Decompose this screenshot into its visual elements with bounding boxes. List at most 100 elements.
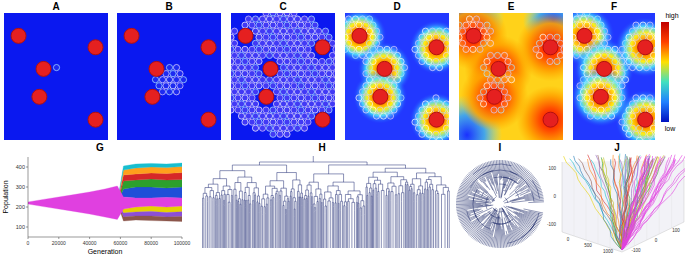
branch <box>358 197 359 203</box>
offspring-cell <box>284 119 290 125</box>
grid <box>586 166 587 240</box>
panel-label: I <box>499 142 502 153</box>
offspring-cell <box>601 77 607 83</box>
leaf <box>342 205 343 248</box>
offspring-cell <box>263 13 269 16</box>
offspring-cell <box>329 89 335 95</box>
branch <box>217 199 218 206</box>
offspring-cell <box>615 77 621 83</box>
offspring-cell <box>633 34 639 40</box>
branch <box>445 185 446 187</box>
offspring-cell <box>256 58 262 64</box>
offspring-cell <box>308 64 314 70</box>
branch <box>220 198 221 203</box>
offspring-cell <box>633 22 639 28</box>
branch <box>221 191 222 195</box>
branch <box>420 179 421 186</box>
radial-arc <box>486 196 488 209</box>
offspring-cell <box>650 101 655 107</box>
offspring-cell <box>359 101 365 107</box>
offspring-cell <box>333 83 335 89</box>
branch <box>255 193 256 195</box>
radial-branch <box>481 164 496 196</box>
offspring-cell <box>487 52 493 58</box>
offspring-cell <box>508 77 514 83</box>
branch <box>374 180 375 183</box>
leaf <box>340 210 341 248</box>
offspring-cell <box>573 34 576 40</box>
radial-branch <box>458 191 488 201</box>
leaf <box>345 209 346 248</box>
branch <box>215 195 216 200</box>
offspring-cell <box>280 64 286 70</box>
branch <box>319 198 320 204</box>
offspring-cell <box>245 113 251 119</box>
branch <box>284 205 285 208</box>
offspring-cell <box>245 89 251 95</box>
branch <box>390 192 391 201</box>
offspring-cell <box>377 107 383 113</box>
leaf <box>245 207 246 248</box>
offspring-cell <box>391 107 397 113</box>
lineage-line <box>588 159 623 250</box>
branch <box>262 206 263 214</box>
branch <box>370 193 371 197</box>
offspring-cell <box>256 46 262 52</box>
panel <box>345 13 449 140</box>
leaf <box>276 202 277 248</box>
branch <box>250 204 251 209</box>
offspring-cell <box>391 46 397 52</box>
branch <box>286 165 287 172</box>
panel-label: B <box>165 1 172 12</box>
branch <box>288 199 289 202</box>
branch <box>216 199 217 205</box>
leaf <box>367 204 368 248</box>
leaf <box>393 195 394 248</box>
offspring-cell <box>580 52 586 58</box>
branch <box>239 191 240 199</box>
branch <box>315 208 316 211</box>
branch <box>427 190 428 192</box>
leaf <box>291 201 292 248</box>
leaf <box>267 206 268 248</box>
offspring-cell <box>433 131 439 137</box>
branch <box>409 186 410 190</box>
branch <box>314 204 315 208</box>
branch <box>324 192 325 199</box>
offspring-cell <box>312 95 318 101</box>
source-cell <box>466 28 481 43</box>
offspring-cell <box>301 52 307 58</box>
branch <box>211 188 212 191</box>
branch <box>389 191 390 194</box>
leaf <box>278 200 279 248</box>
offspring-cell <box>626 119 632 125</box>
offspring-cell <box>259 113 265 119</box>
offspring-cell <box>373 28 379 34</box>
offspring-cell <box>266 28 272 34</box>
branch <box>445 194 446 197</box>
branch <box>425 189 426 196</box>
panel-label: E <box>508 1 515 12</box>
offspring-cell <box>380 77 386 83</box>
branch <box>257 202 258 207</box>
branch <box>311 185 312 193</box>
radial-branch <box>464 178 479 189</box>
lineage-line <box>622 157 642 250</box>
branch <box>246 201 247 204</box>
offspring-cell <box>322 77 328 83</box>
radial-branch <box>501 161 508 198</box>
leaf <box>223 204 224 248</box>
branch <box>367 195 368 204</box>
branch <box>209 197 210 200</box>
offspring-cell <box>650 64 655 70</box>
offspring-cell <box>294 16 300 22</box>
offspring-cell <box>654 46 655 52</box>
branch <box>306 196 307 199</box>
offspring-cell <box>301 28 307 34</box>
branch <box>221 195 222 201</box>
branch <box>322 202 323 206</box>
leaf <box>322 207 323 248</box>
branch <box>213 191 214 198</box>
branch <box>401 193 402 202</box>
branch <box>291 192 292 195</box>
